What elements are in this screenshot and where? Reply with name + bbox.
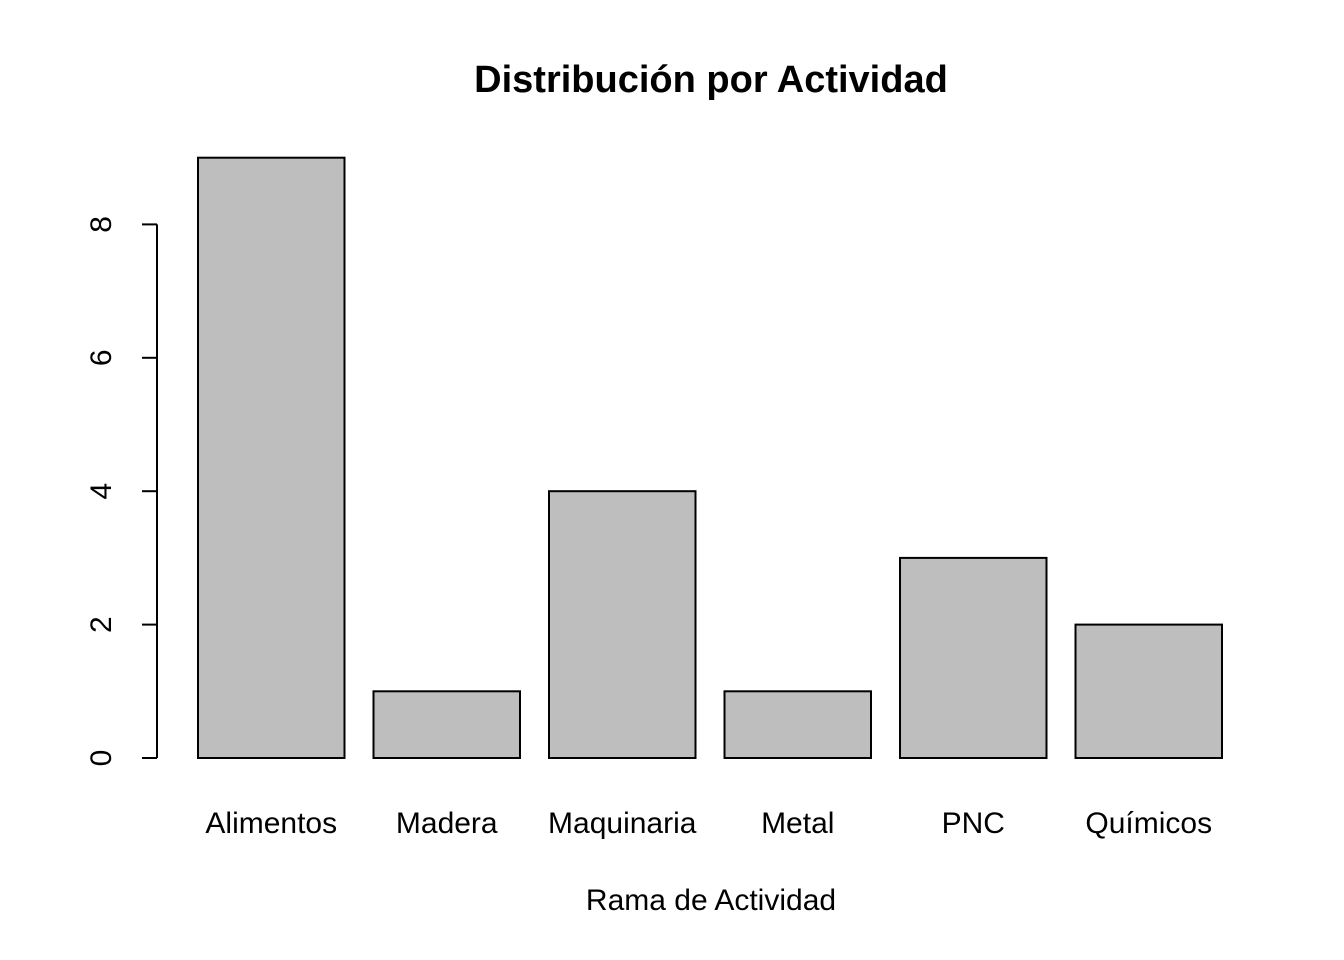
bars-group bbox=[197, 156, 1223, 760]
x-tick-label-maquinaria: Maquinaria bbox=[548, 807, 697, 840]
bar-pnc bbox=[899, 556, 1048, 760]
bar-metal bbox=[723, 690, 872, 759]
x-axis-tick-labels: Alimentos Madera Maquinaria Metal PNC Químico… bbox=[205, 807, 1212, 840]
x-tick-label-quimicos: Químicos bbox=[1085, 807, 1212, 840]
y-tick-label-2: 2 bbox=[85, 616, 118, 633]
y-tick-label-0: 0 bbox=[85, 750, 118, 767]
bar-madera bbox=[372, 690, 521, 759]
y-axis: 0 2 4 6 8 bbox=[85, 216, 158, 767]
y-tick-label-6: 6 bbox=[85, 349, 118, 366]
x-tick-label-alimentos: Alimentos bbox=[205, 807, 337, 840]
bar-alimentos bbox=[197, 156, 346, 759]
y-tick-label-8: 8 bbox=[85, 216, 118, 233]
x-tick-label-madera: Madera bbox=[396, 807, 498, 840]
x-tick-label-metal: Metal bbox=[761, 807, 834, 840]
bar-quimicos bbox=[1074, 623, 1223, 759]
y-tick-label-4: 4 bbox=[85, 483, 118, 500]
x-axis-label: Rama de Actividad bbox=[586, 884, 836, 917]
x-tick-label-pnc: PNC bbox=[942, 807, 1005, 840]
bar-maquinaria bbox=[548, 490, 697, 759]
chart-title: Distribución por Actividad bbox=[474, 59, 948, 101]
